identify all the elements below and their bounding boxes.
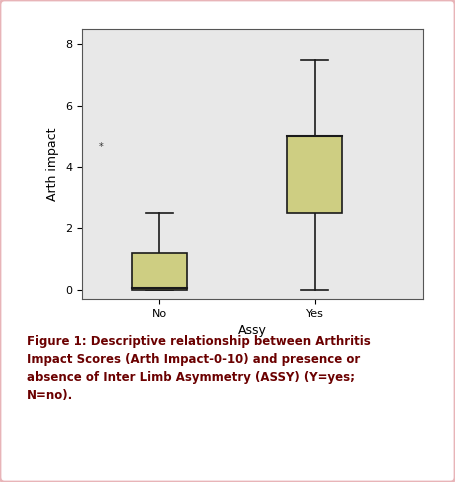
Text: Figure 1: Descriptive relationship between Arthritis
Impact Scores (Arth Impact-: Figure 1: Descriptive relationship betwe… <box>27 335 370 402</box>
Bar <box>132 253 187 290</box>
X-axis label: Assy: Assy <box>238 324 267 337</box>
Y-axis label: Arth impact: Arth impact <box>46 127 60 201</box>
Bar <box>288 136 342 213</box>
Text: *: * <box>99 142 104 152</box>
